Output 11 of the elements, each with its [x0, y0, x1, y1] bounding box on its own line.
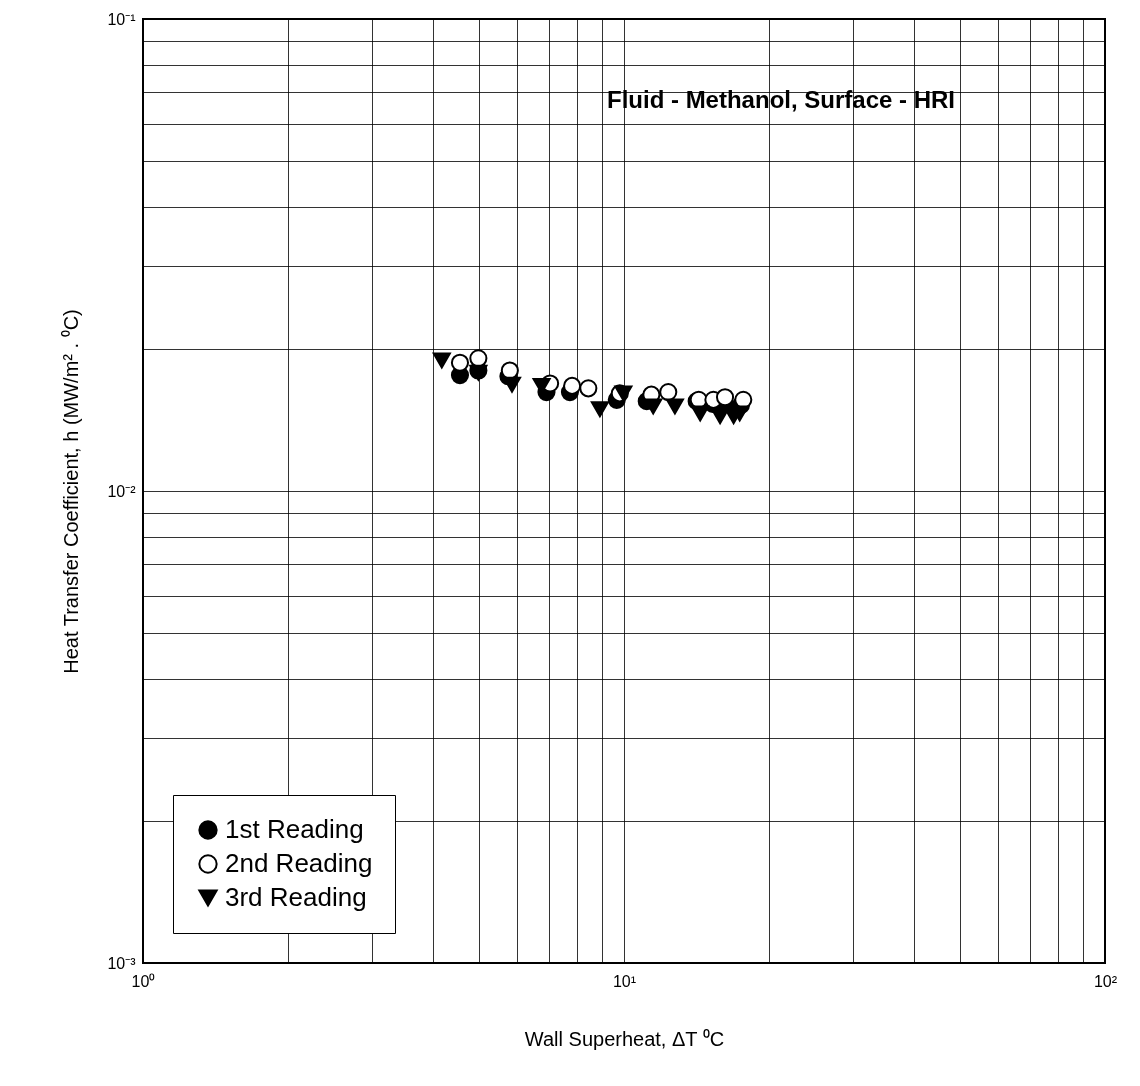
y-tick-label: 10⁻¹ — [107, 10, 136, 28]
x-tick-label: 10⁰ — [131, 972, 156, 990]
y-tick-label: 10⁻² — [107, 482, 137, 500]
x-axis-title: Wall Superheat, ΔT ⁰C — [524, 1027, 725, 1050]
legend-label: 2nd Reading — [225, 848, 373, 878]
legend-label: 3rd Reading — [225, 882, 367, 912]
y-axis-title: Heat Transfer Coefficient, h (MW/m² . ⁰C) — [60, 309, 83, 674]
x-tick-label: 10¹ — [612, 972, 637, 990]
legend-label: 1st Reading — [225, 814, 364, 844]
y-tick-label: 10⁻³ — [107, 954, 137, 972]
x-tick-label: 10² — [1093, 972, 1118, 990]
